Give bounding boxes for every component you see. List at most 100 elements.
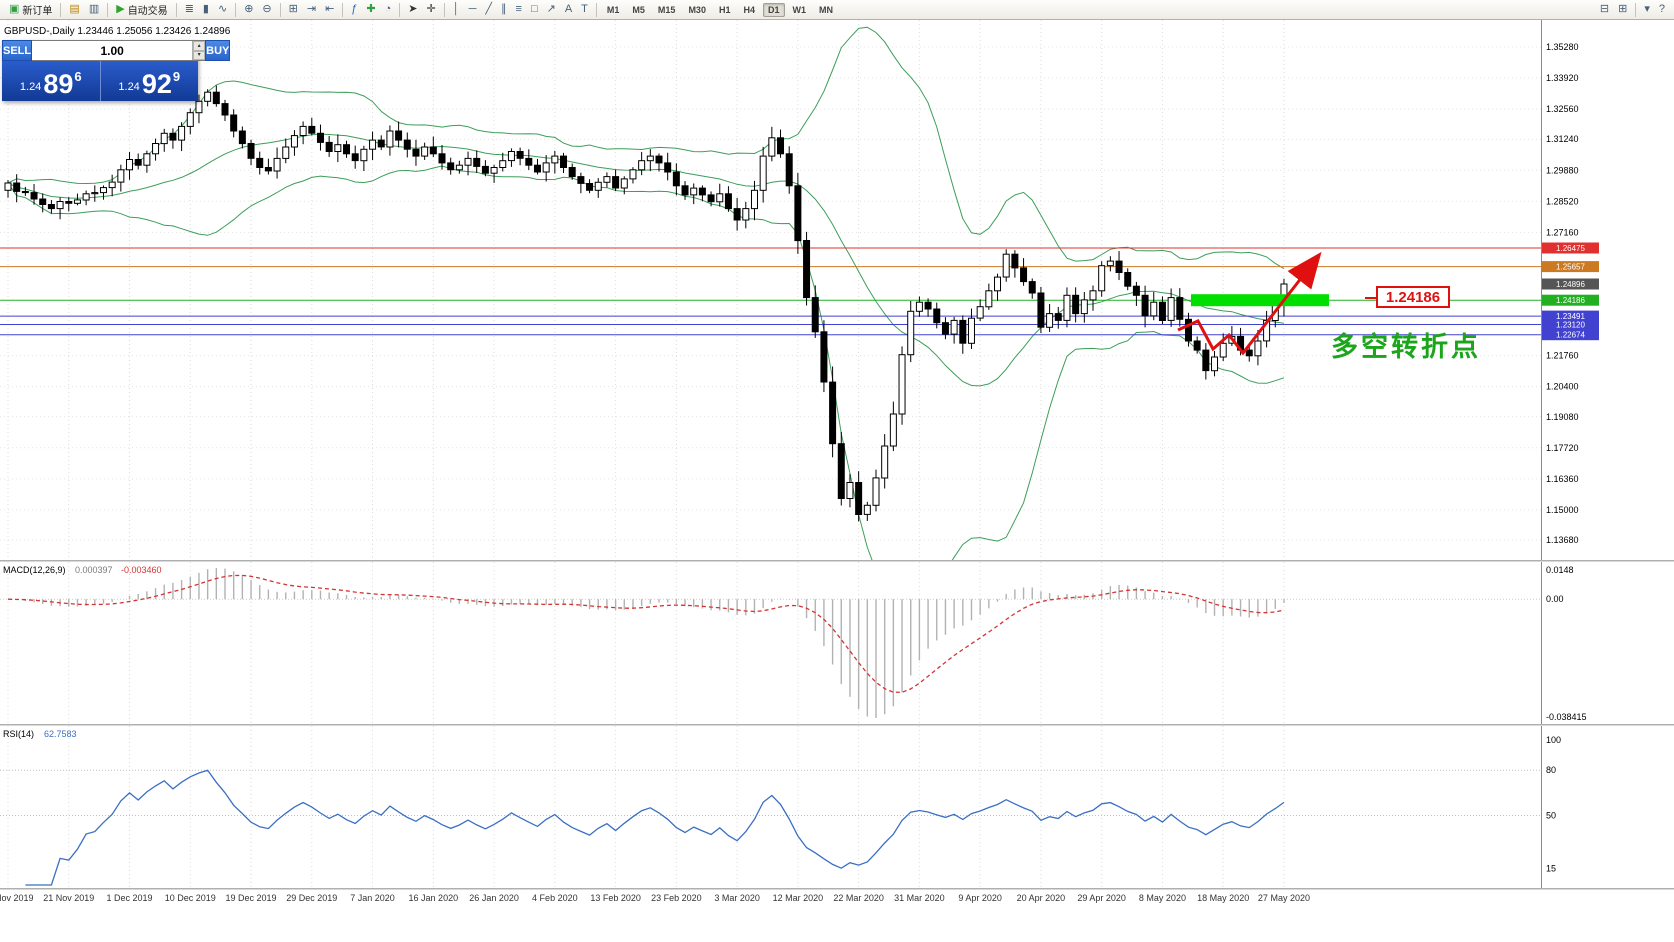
- buy-price[interactable]: 1.24 92 9: [101, 61, 199, 101]
- toolbar-group: ⊕ ⊖: [238, 1, 277, 18]
- date-tick-label: 29 Apr 2020: [1077, 893, 1126, 903]
- zoom-in-icon: ⊕: [244, 3, 254, 15]
- toolbar-group: │ ─ ╱ ∥ ≡ □ ↗ A T: [447, 1, 594, 18]
- zoom-out-button[interactable]: ⊖: [258, 1, 275, 18]
- svg-text:62.7583: 62.7583: [44, 729, 77, 739]
- chart-shift-button[interactable]: ⇤: [321, 1, 338, 18]
- macd-axis-label: 0.0148: [1546, 565, 1574, 575]
- autotrading-button-button[interactable]: ▶ 自动交易: [112, 1, 171, 18]
- price-axis-label: 1.19080: [1546, 412, 1579, 422]
- buy-button[interactable]: BUY: [205, 40, 231, 61]
- shapes-button[interactable]: □: [527, 1, 542, 18]
- channel-icon: ∥: [501, 3, 507, 15]
- macd-grid: [0, 562, 1541, 724]
- turning-point-annotation[interactable]: 多空转折点: [1331, 332, 1481, 362]
- volume-down-button[interactable]: ▾: [193, 50, 206, 60]
- data-window-button[interactable]: ⊟: [1596, 1, 1613, 18]
- autotrading-button-icon: ▶: [116, 3, 125, 15]
- crosshair-button[interactable]: ✛: [423, 1, 440, 18]
- price-scale-marker: [1542, 278, 1599, 290]
- new-chart-button[interactable]: ▤: [65, 1, 83, 18]
- fibonacci-icon: ≡: [515, 3, 522, 15]
- macd-indicator-chart[interactable]: MACD(12,26,9) 0.000397 -0.003460 0.0148 0.00…: [0, 562, 1674, 724]
- price-scale[interactable]: 1.35280 1.33920 1.32560 1.31240 1.29880 1.285…: [1542, 42, 1599, 545]
- candlestick-chart-button[interactable]: ▮: [199, 1, 213, 18]
- toolbar-group: ▶ 自动交易: [110, 1, 173, 18]
- price-chart[interactable]: 1.35280 1.33920 1.32560 1.31240 1.29880 1.285…: [0, 20, 1674, 560]
- arrows-button[interactable]: ↗: [543, 1, 560, 18]
- periods-button[interactable]: ◔: [381, 1, 396, 18]
- trendline-button[interactable]: ╱: [481, 1, 496, 18]
- timeframe-m5-button[interactable]: M5: [632, 4, 645, 15]
- new-order-button-button[interactable]: ▣ 新订单: [5, 1, 56, 18]
- navigator-icon: ⊞: [1618, 3, 1628, 15]
- arrows-icon: ↗: [546, 3, 556, 15]
- svg-text:RSI(14): RSI(14): [3, 729, 34, 739]
- label-button[interactable]: T: [577, 1, 592, 18]
- tile-windows-button[interactable]: ⊞: [285, 1, 302, 18]
- vertical-line-button[interactable]: │: [449, 1, 464, 18]
- date-tick-label: 3 Mar 2020: [714, 893, 760, 903]
- toolbar-separator: [1635, 2, 1637, 17]
- date-tick-label: 16 Jan 2020: [408, 893, 459, 903]
- new-chart-icon: ▤: [69, 3, 80, 15]
- horizontal-line-objects: [0, 247, 1541, 336]
- toolbar-separator: [443, 2, 445, 17]
- main-toolbar: ▣ 新订单 ▤ ▥ ▶ 自动交易 ≣ ▮ ∿ ⊕ ⊖ ⊞ ⇥ ⇤ ƒ ✚ ◔ ➤ ✛ │ ─ ╱ ∥ ≡ □ ↗ A T M1 M5 M15…: [0, 0, 1674, 20]
- volume-input[interactable]: [32, 41, 193, 60]
- date-tick-label: 18 May 2020: [1197, 893, 1250, 903]
- timeframe-w1-button[interactable]: W1: [792, 4, 807, 15]
- timeframe-d1-button[interactable]: D1: [762, 2, 785, 17]
- buy-price-big-digits: 92: [141, 69, 172, 100]
- price-axis-label: 1.15000: [1546, 505, 1579, 515]
- price-callout-label[interactable]: 1.24186: [1365, 286, 1450, 308]
- date-tick-label: 26 Jan 2020: [469, 893, 519, 903]
- timeframe-m15-button[interactable]: M15: [657, 4, 676, 15]
- auto-scroll-icon: ⇥: [306, 3, 317, 15]
- add-indicator-button[interactable]: ✚: [362, 1, 379, 18]
- sell-button[interactable]: SELL: [2, 40, 33, 61]
- toolbar-group: ▤ ▥: [63, 1, 105, 18]
- svg-text:MACD(12,26,9): MACD(12,26,9): [3, 565, 66, 575]
- timeframe-m30-button[interactable]: M30: [688, 4, 706, 15]
- help-button[interactable]: ?: [1655, 1, 1669, 18]
- timeframe-mn-button[interactable]: MN: [819, 4, 833, 15]
- shapes-icon: □: [530, 3, 538, 15]
- text-button[interactable]: A: [561, 1, 576, 18]
- support-zone-highlight[interactable]: [1191, 294, 1329, 307]
- toolbar-separator: [107, 2, 109, 17]
- profiles-button[interactable]: ▥: [85, 1, 103, 18]
- auto-scroll-button[interactable]: ⇥: [303, 1, 320, 18]
- pane-separator[interactable]: [0, 724, 1674, 726]
- price-scale-marker: [1542, 261, 1599, 273]
- sell-price[interactable]: 1.24 89 6: [2, 61, 100, 101]
- horizontal-line-button[interactable]: ─: [465, 1, 481, 18]
- timeframe-h4-button[interactable]: H4: [743, 4, 755, 15]
- channel-button[interactable]: ∥: [497, 1, 511, 18]
- timeframe-m1-button[interactable]: M1: [606, 4, 620, 15]
- pane-separator[interactable]: [0, 560, 1674, 562]
- volume-up-button[interactable]: ▴: [193, 41, 206, 51]
- line-chart-button[interactable]: ∿: [214, 1, 231, 18]
- rsi-label: RSI(14) 62.7583: [3, 729, 77, 739]
- bar-chart-button[interactable]: ≣: [181, 1, 198, 18]
- indicators-button[interactable]: ƒ: [347, 1, 361, 18]
- price-axis-label: 1.31240: [1546, 134, 1579, 144]
- rsi-axis-label: 50: [1546, 811, 1556, 821]
- zoom-out-icon: ⊖: [262, 3, 272, 15]
- macd-signal-line: [7, 574, 1285, 693]
- date-tick-label: 23 Feb 2020: [651, 893, 702, 903]
- rsi-indicator-chart[interactable]: RSI(14) 62.7583 100 80 50 15: [0, 726, 1674, 888]
- time-axis[interactable]: 12 Nov 2019 21 Nov 2019 1 Dec 2019 10 Dec 2…: [0, 890, 1674, 908]
- trend-arrow-object[interactable]: [1177, 251, 1322, 356]
- navigator-button[interactable]: ⊞: [1614, 1, 1631, 18]
- fibonacci-button[interactable]: ≡: [512, 1, 526, 18]
- timeframe-h1-button[interactable]: H1: [718, 4, 731, 15]
- zoom-in-button[interactable]: ⊕: [240, 1, 257, 18]
- cursor-button[interactable]: ➤: [404, 1, 421, 18]
- date-tick-label: 10 Dec 2019: [164, 893, 216, 903]
- toolbar-overflow-button[interactable]: ▾: [1640, 1, 1654, 18]
- price-scale-marker-label: 1.23120: [1556, 321, 1585, 330]
- price-axis-label: 1.32560: [1546, 104, 1579, 114]
- date-tick-label: 27 May 2020: [1257, 893, 1310, 903]
